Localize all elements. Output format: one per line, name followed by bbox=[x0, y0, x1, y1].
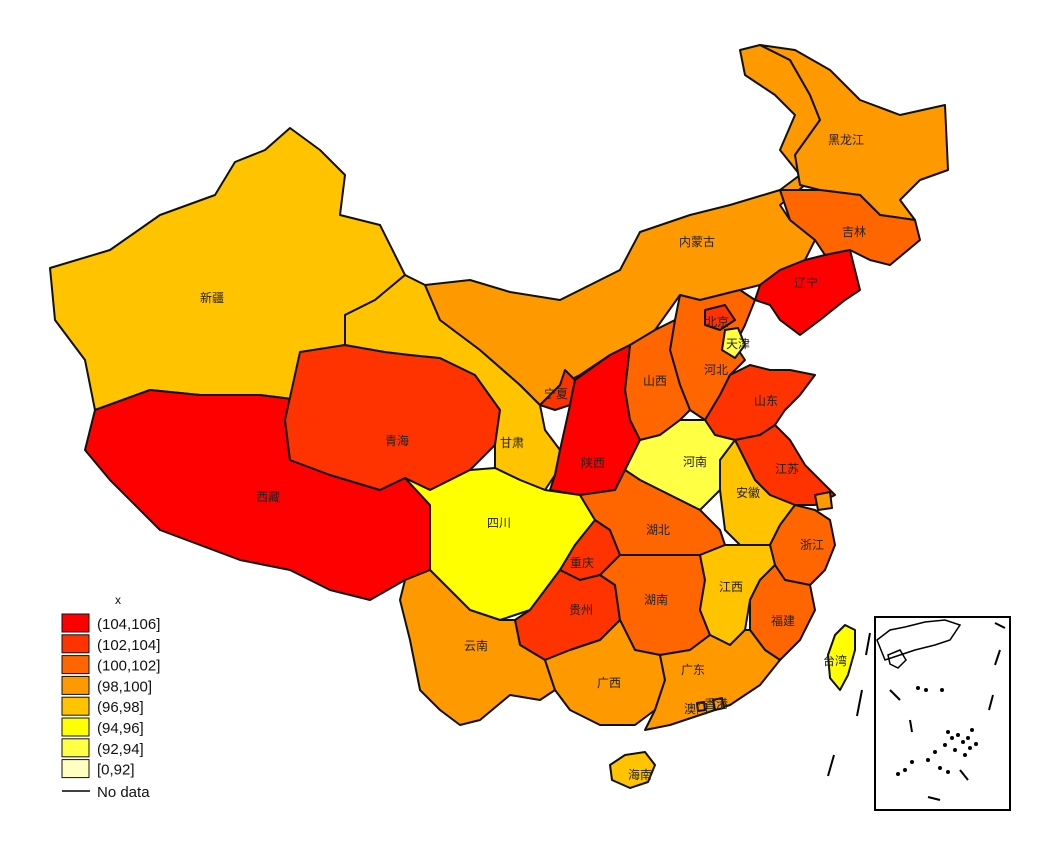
province-tianjin bbox=[721, 327, 746, 359]
province-hubei bbox=[579, 469, 726, 556]
label-ningxia: 宁夏 bbox=[544, 386, 568, 401]
label-hebei: 河北 bbox=[704, 363, 728, 377]
label-tianjin: 天津 bbox=[726, 337, 750, 351]
label-xizang: 西藏 bbox=[256, 490, 280, 504]
label-shanxi: 山西 bbox=[643, 374, 667, 388]
inset-frame bbox=[874, 616, 1011, 811]
legend-no-data-label: No data bbox=[97, 784, 150, 801]
legend-class-label: (96,98] bbox=[97, 699, 144, 716]
province-beijing bbox=[704, 304, 736, 331]
province-aomen bbox=[696, 701, 706, 712]
legend-swatch bbox=[61, 655, 90, 675]
province-jilin bbox=[779, 189, 921, 266]
label-taiwan: 台湾 bbox=[823, 653, 847, 668]
legend-class-label: (94,96] bbox=[97, 720, 144, 737]
south-china-sea-inset bbox=[874, 616, 1011, 811]
label-guangxi: 广西 bbox=[597, 676, 621, 690]
legend-swatch bbox=[61, 613, 90, 633]
label-chongqing: 重庆 bbox=[570, 556, 594, 570]
legend-class-label: (100,102] bbox=[97, 658, 160, 675]
label-neimenggu: 内蒙古 bbox=[679, 234, 715, 249]
province-xianggang bbox=[712, 697, 725, 711]
legend-swatch bbox=[61, 759, 90, 779]
label-liaoning: 辽宁 bbox=[794, 275, 818, 290]
province-liaoning bbox=[754, 249, 861, 336]
legend-swatch bbox=[61, 738, 90, 758]
province-hainan bbox=[609, 751, 656, 789]
label-guizhou: 贵州 bbox=[569, 603, 593, 617]
legend-swatch bbox=[61, 717, 90, 737]
legend-class-label: (92,94] bbox=[97, 741, 144, 758]
legend-class-label: [0,92] bbox=[97, 762, 135, 779]
label-anhui: 安徽 bbox=[736, 485, 760, 500]
label-xianggang: 香港 bbox=[704, 697, 728, 711]
label-aomen: 澳门 bbox=[684, 701, 708, 716]
label-yunnan: 云南 bbox=[464, 638, 488, 653]
label-fujian: 福建 bbox=[771, 613, 795, 628]
label-jiangxi: 江西 bbox=[719, 580, 743, 594]
province-fujian bbox=[749, 564, 816, 661]
label-zhejiang: 浙江 bbox=[800, 538, 824, 552]
label-beijing: 北京 bbox=[705, 315, 729, 329]
legend-swatch bbox=[61, 675, 90, 695]
legend-class-label: (98,100] bbox=[97, 678, 152, 695]
province-yunnan bbox=[399, 569, 556, 726]
legend-class-label: (104,106] bbox=[97, 616, 160, 633]
province-taiwan bbox=[827, 624, 856, 691]
map-legend: x (104,106] (102,104] (100,102] (98,100] (96… bbox=[61, 593, 160, 801]
label-gansu: 甘肃 bbox=[500, 436, 524, 450]
label-shandong: 山东 bbox=[754, 394, 778, 408]
province-shanghai bbox=[814, 491, 833, 511]
boundary-dashes bbox=[827, 632, 871, 777]
label-guangdong: 广东 bbox=[681, 663, 705, 677]
label-jiangsu: 江苏 bbox=[775, 462, 799, 476]
label-hubei: 湖北 bbox=[646, 522, 670, 537]
label-hainan: 海南 bbox=[628, 767, 652, 782]
label-jilin: 吉林 bbox=[842, 225, 866, 239]
label-xinjiang: 新疆 bbox=[200, 290, 224, 305]
label-shaanxi: 陕西 bbox=[581, 455, 605, 470]
legend-class-label: (102,104] bbox=[97, 637, 160, 654]
legend-swatch bbox=[61, 696, 90, 716]
label-heilongjiang: 黑龙江 bbox=[828, 133, 864, 147]
label-hunan: 湖南 bbox=[644, 592, 668, 607]
province-guangdong bbox=[644, 629, 781, 731]
legend-title: x bbox=[115, 593, 121, 607]
label-qinghai: 青海 bbox=[385, 433, 409, 448]
legend-swatch bbox=[61, 634, 90, 654]
label-sichuan: 四川 bbox=[487, 516, 511, 530]
label-henan: 河南 bbox=[683, 454, 707, 469]
